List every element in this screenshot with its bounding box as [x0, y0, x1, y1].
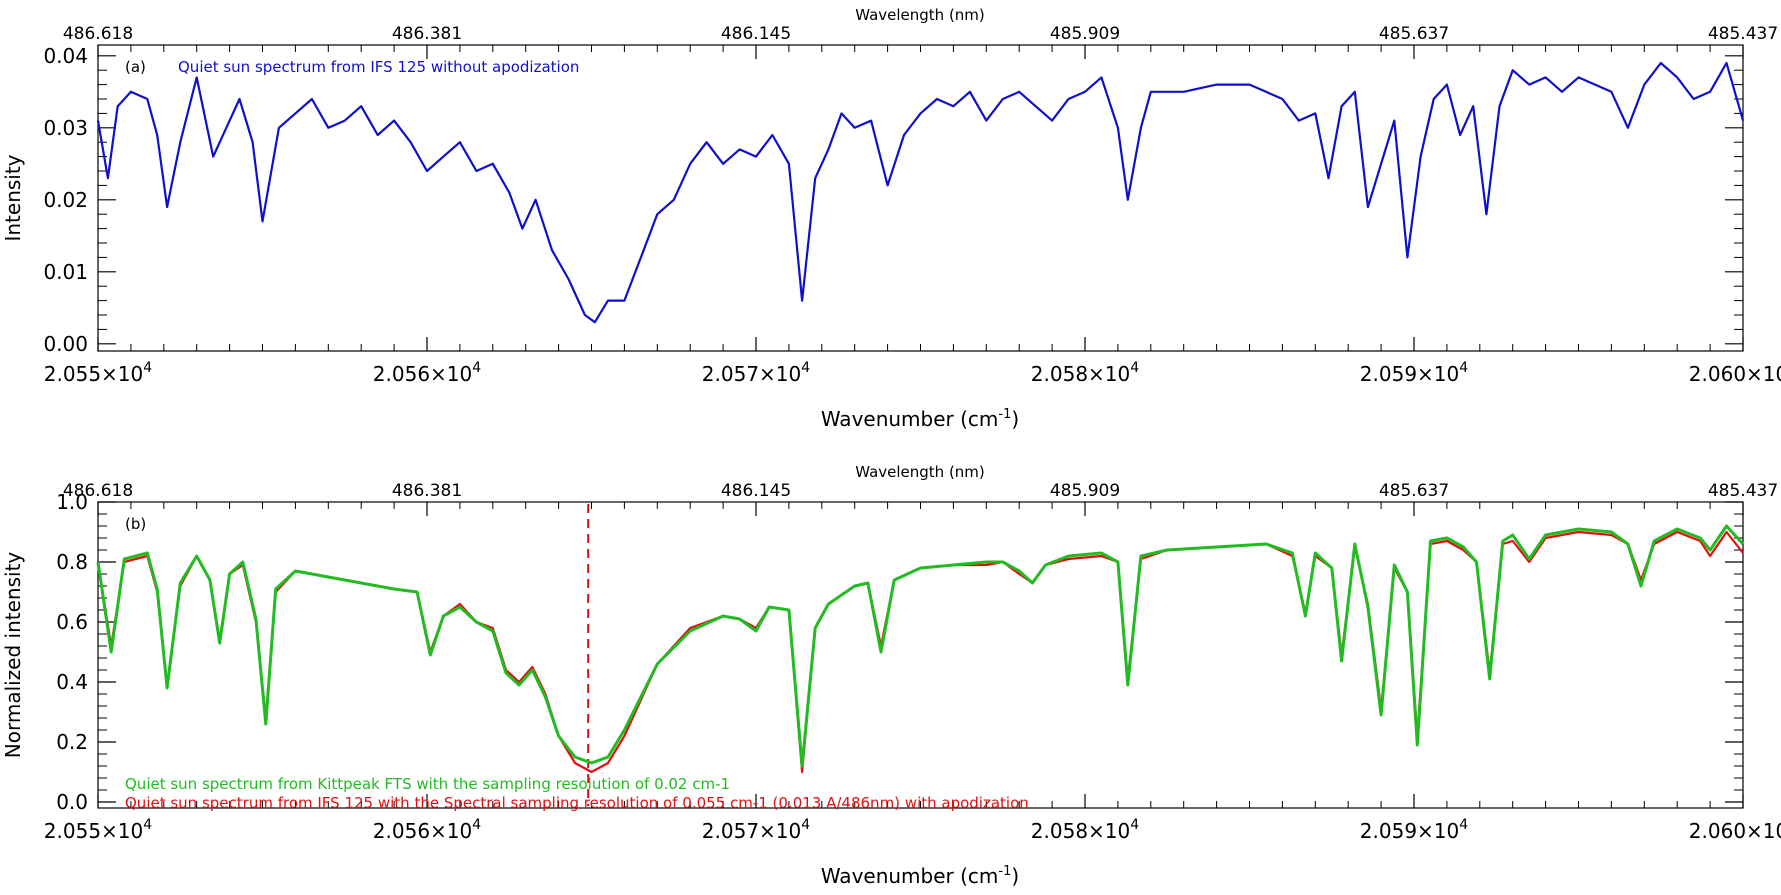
panel-a: 2.055×104 2.056×104 2.057×104 2.058×104 2.05…: [1, 6, 1781, 431]
x-tick-label-mantissa: 2.056×10: [373, 362, 472, 386]
x-tick-label-exponent: 4: [1459, 360, 1468, 376]
top-tick-label: 485.637: [1379, 481, 1449, 501]
y-tick-label: 1.0: [56, 490, 88, 514]
x-tick-label-mantissa: 2.058×10: [1031, 819, 1130, 843]
x-axis-title-b-text: Wavenumber (cm: [821, 864, 999, 888]
top-tick-label: 486.145: [721, 481, 791, 501]
x-tick-label-mantissa: 2.058×10: [1031, 362, 1130, 386]
y-tick-label: 0.2: [56, 730, 88, 754]
x-tick-label: 2.055×104: [44, 817, 152, 843]
x-tick-label-mantissa: 2.057×10: [702, 819, 801, 843]
x-axis-title-a: Wavenumber (cm-1): [821, 407, 1019, 431]
x-tick-label: 2.056×104: [373, 817, 481, 843]
x-tick-label-mantissa: 2.055×10: [44, 819, 143, 843]
top-tick-label: 486.618: [63, 481, 133, 501]
x-axis-title-b-sup: -1: [998, 864, 1011, 879]
top-tick-label: 485.909: [1050, 24, 1120, 44]
top-tick-label: 486.145: [721, 24, 791, 44]
top-tick-label: 485.437: [1708, 481, 1778, 501]
x-axis-title-a-text: Wavenumber (cm: [821, 407, 999, 431]
x-tick-label: 2.055×104: [44, 360, 152, 386]
legend-b: Quiet sun spectrum from IFS 125 with the…: [125, 775, 1029, 812]
panel-tag-a: (a): [125, 58, 146, 76]
legend-label: Quiet sun spectrum from IFS 125 with the…: [125, 794, 1029, 812]
legend-label: Quiet sun spectrum from Kittpeak FTS wit…: [125, 775, 730, 793]
top-tick-label: 485.437: [1708, 24, 1778, 44]
panel-b: 2.055×104 2.056×104 2.057×104 2.058×104 2.05…: [1, 463, 1781, 888]
x-tick-label-exponent: 4: [1130, 817, 1139, 833]
x-tick-label: 2.057×104: [702, 817, 810, 843]
y-tick-label: 0.6: [56, 610, 88, 634]
x-tick-label-exponent: 4: [1459, 817, 1468, 833]
axis-ticks-b: 2.055×104 2.056×104 2.057×104 2.058×104 2.05…: [44, 481, 1781, 843]
y-tick-label: 0.8: [56, 550, 88, 574]
top-tick-label: 485.909: [1050, 481, 1120, 501]
plot-frame-a: [97, 44, 1744, 352]
x-tick-label: 2.058×104: [1031, 817, 1139, 843]
x-tick-label-mantissa: 2.057×10: [702, 362, 801, 386]
x-tick-label-mantissa: 2.059×10: [1360, 362, 1459, 386]
x-tick-label: 2.057×104: [702, 360, 810, 386]
x-tick-label-exponent: 4: [472, 360, 481, 376]
y-tick-label: 0.02: [43, 188, 88, 212]
y-tick-label: 0.03: [43, 116, 88, 140]
x-tick-label: 2.058×104: [1031, 360, 1139, 386]
legend-a: Quiet sun spectrum from IFS 125 without …: [178, 58, 579, 76]
x-tick-label-exponent: 4: [1130, 360, 1139, 376]
top-axis-title-b: Wavelength (nm): [855, 463, 985, 481]
x-tick-label-mantissa: 2.055×10: [44, 362, 143, 386]
top-tick-label: 486.618: [63, 24, 133, 44]
y-tick-label: 0.0: [56, 790, 88, 814]
legend-label: Quiet sun spectrum from IFS 125 without …: [178, 58, 579, 76]
y-axis-title-a: Intensity: [1, 154, 25, 241]
x-tick-label: 2.059×104: [1360, 817, 1468, 843]
x-tick-label-exponent: 4: [472, 817, 481, 833]
series-line: [96, 61, 1745, 324]
top-tick-label: 486.381: [392, 481, 462, 501]
series-group-b: [96, 524, 1745, 774]
y-tick-label: 0.4: [56, 670, 88, 694]
x-axis-title-a-sup: -1: [998, 407, 1011, 422]
y-tick-label: 0.04: [43, 44, 88, 68]
y-axis-title-b: Normalized intensity: [1, 552, 25, 759]
x-axis-title-b-close: ): [1011, 864, 1019, 888]
top-tick-label: 485.637: [1379, 24, 1449, 44]
axis-ticks-a: 2.055×104 2.056×104 2.057×104 2.058×104 2.05…: [43, 24, 1781, 386]
series-line: [96, 524, 1745, 768]
x-tick-label: 2.060×104: [1689, 360, 1781, 386]
x-tick-label-exponent: 4: [801, 817, 810, 833]
x-tick-label-exponent: 4: [143, 817, 152, 833]
x-tick-label-mantissa: 2.060×10: [1689, 819, 1781, 843]
plot-frame-b: [97, 501, 1744, 809]
x-axis-title-a-close: ): [1011, 407, 1019, 431]
y-tick-label: 0.00: [43, 332, 88, 356]
top-tick-label: 486.381: [392, 24, 462, 44]
x-axis-title-b: Wavenumber (cm-1): [821, 864, 1019, 888]
x-tick-label-mantissa: 2.059×10: [1360, 819, 1459, 843]
y-tick-label: 0.01: [43, 260, 88, 284]
series-group-a: [96, 61, 1745, 324]
x-tick-label: 2.056×104: [373, 360, 481, 386]
x-tick-label-exponent: 4: [801, 360, 810, 376]
x-tick-label: 2.060×104: [1689, 817, 1781, 843]
x-tick-label-exponent: 4: [143, 360, 152, 376]
panel-tag-b: (b): [125, 515, 146, 533]
x-tick-label-mantissa: 2.056×10: [373, 819, 472, 843]
x-tick-label: 2.059×104: [1360, 360, 1468, 386]
top-axis-title-a: Wavelength (nm): [855, 6, 985, 24]
x-tick-label-mantissa: 2.060×10: [1689, 362, 1781, 386]
